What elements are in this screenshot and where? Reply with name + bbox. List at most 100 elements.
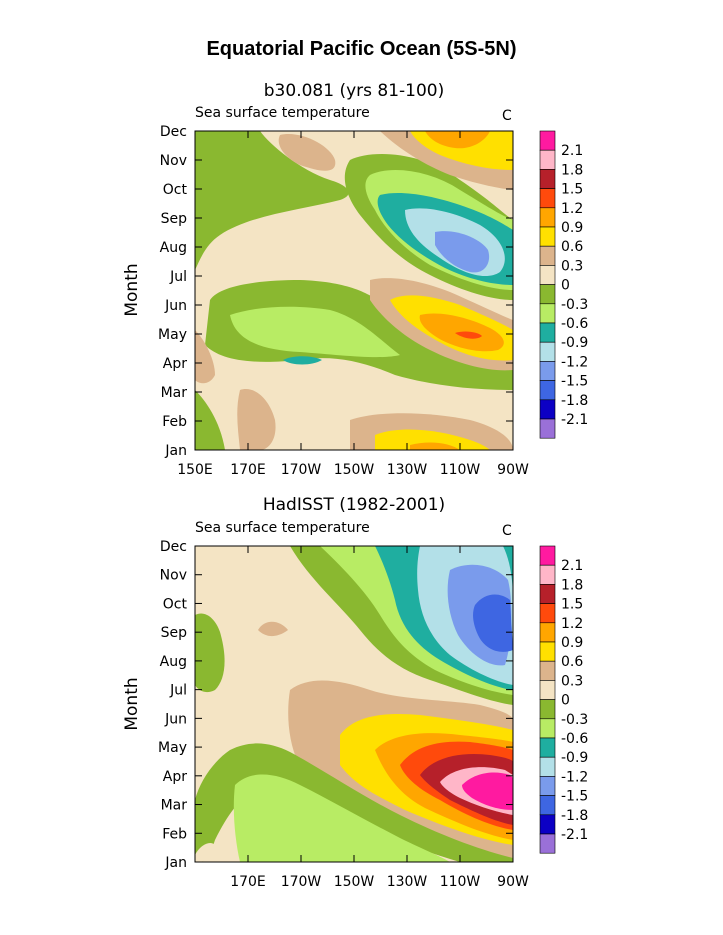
colorbar-swatch bbox=[539, 622, 556, 643]
colorbar-label: -1.8 bbox=[561, 393, 588, 409]
contour-brown bbox=[237, 389, 276, 450]
contour-green bbox=[195, 390, 225, 450]
ytick-label: Apr bbox=[163, 356, 187, 372]
ytick-label: Mar bbox=[161, 798, 188, 814]
colorbar-label: 1.2 bbox=[561, 201, 583, 217]
colorbar-swatch bbox=[539, 603, 556, 624]
colorbar-label: 2.1 bbox=[561, 143, 583, 159]
ytick-label: Nov bbox=[160, 568, 187, 584]
colorbar-label: -0.3 bbox=[561, 297, 588, 313]
colorbar-swatch bbox=[539, 418, 556, 439]
xtick-label: 170E bbox=[230, 874, 266, 890]
colorbar-label: -1.2 bbox=[561, 354, 588, 370]
colorbar-swatch bbox=[539, 660, 556, 681]
ytick-label: Dec bbox=[160, 124, 187, 140]
colorbar-label: 0.3 bbox=[561, 673, 583, 689]
contour-teal bbox=[283, 356, 322, 365]
colorbar-swatch bbox=[539, 207, 556, 228]
colorbar-label: 1.5 bbox=[561, 182, 583, 198]
ytick-label: Nov bbox=[160, 153, 187, 169]
figure-title: Equatorial Pacific Ocean (5S-5N) bbox=[206, 38, 517, 60]
panel-2-units: C bbox=[502, 523, 512, 539]
colorbar-label: -0.6 bbox=[561, 731, 588, 747]
ytick-label: May bbox=[158, 740, 187, 756]
colorbar-swatch bbox=[539, 737, 556, 758]
contour-midblue bbox=[435, 231, 490, 273]
contour-orange bbox=[425, 131, 490, 149]
panel-1-colorbar: 2.1 1.8 1.5 1.2 0.9 0.6 0.3 0 -0.3 -0.6 -0.9 -1.2 -1… bbox=[539, 130, 588, 439]
colorbar-swatch bbox=[539, 169, 556, 189]
contour-brown bbox=[278, 134, 336, 171]
ytick-label: Oct bbox=[163, 596, 188, 612]
colorbar-label: -1.5 bbox=[561, 789, 588, 805]
xtick-label: 90W bbox=[497, 874, 529, 890]
colorbar-label: 0 bbox=[561, 278, 570, 294]
colorbar-swatch bbox=[539, 814, 556, 835]
colorbar-swatch bbox=[539, 265, 556, 285]
colorbar-swatch bbox=[539, 226, 556, 247]
panel-1-xticks: 150E 170E 170W 150W 130W 110W 90W bbox=[177, 131, 529, 478]
colorbar-swatch bbox=[539, 130, 556, 151]
colorbar-swatch bbox=[539, 545, 556, 566]
xtick-label: 150W bbox=[334, 874, 375, 890]
colorbar-label: -0.9 bbox=[561, 335, 588, 351]
xtick-label: 150W bbox=[334, 462, 375, 478]
ytick-label: Sep bbox=[161, 211, 188, 227]
contour-yellow bbox=[375, 429, 490, 450]
contour-redorange bbox=[455, 331, 482, 339]
ytick-label: Dec bbox=[160, 539, 187, 555]
contour-brown bbox=[258, 621, 288, 637]
panel-2-title: HadISST (1982-2001) bbox=[263, 495, 445, 515]
colorbar-label: -0.6 bbox=[561, 316, 588, 332]
colorbar-swatch bbox=[539, 380, 556, 401]
contour-green bbox=[258, 184, 276, 190]
panel-1-yticks: Jan Feb Mar Apr May Jun Jul Aug Sep Oct Nov Dec bbox=[158, 124, 513, 459]
colorbar-swatch bbox=[539, 399, 556, 420]
panel-1: b30.081 (yrs 81-100) Sea surface tempera… bbox=[122, 81, 588, 478]
panel-1-contours bbox=[195, 131, 513, 450]
ytick-label: Jan bbox=[164, 443, 187, 459]
panel-1-subtitle: Sea surface temperature bbox=[195, 105, 370, 121]
colorbar-label: 0.9 bbox=[561, 220, 583, 236]
colorbar-label: 1.5 bbox=[561, 597, 583, 613]
colorbar-label: 0.6 bbox=[561, 239, 583, 255]
colorbar-swatch bbox=[539, 149, 556, 170]
colorbar-swatch bbox=[539, 284, 556, 305]
colorbar-label: 0.3 bbox=[561, 258, 583, 274]
contour-green bbox=[195, 131, 349, 270]
xtick-label: 130W bbox=[387, 462, 428, 478]
xtick-label: 110W bbox=[440, 874, 481, 890]
contour-brown bbox=[195, 330, 215, 384]
colorbar-label: -0.3 bbox=[561, 712, 588, 728]
ytick-label: Jun bbox=[164, 298, 187, 314]
colorbar-label: -1.2 bbox=[561, 769, 588, 785]
colorbar-swatch bbox=[539, 341, 556, 362]
panel-2-ylabel: Month bbox=[122, 677, 142, 730]
ytick-label: Sep bbox=[161, 625, 188, 641]
ytick-label: Feb bbox=[162, 826, 187, 842]
colorbar-swatch bbox=[539, 361, 556, 381]
xtick-label: 170W bbox=[281, 462, 322, 478]
panel-1-title: b30.081 (yrs 81-100) bbox=[264, 81, 444, 101]
contour-blue bbox=[473, 594, 513, 652]
panel-2-contours bbox=[195, 546, 513, 862]
panel-1-ylabel: Month bbox=[122, 263, 142, 316]
colorbar-swatch bbox=[539, 564, 556, 585]
xtick-label: 170W bbox=[281, 874, 322, 890]
xtick-label: 110W bbox=[440, 462, 481, 478]
colorbar-swatch bbox=[539, 641, 556, 662]
contour-green bbox=[195, 613, 225, 693]
colorbar-swatch bbox=[539, 795, 556, 816]
xtick-label: 170E bbox=[230, 462, 266, 478]
contour-magenta bbox=[462, 772, 513, 810]
ytick-label: Jul bbox=[169, 683, 187, 699]
colorbar-swatch bbox=[539, 584, 556, 604]
xtick-label: 90W bbox=[497, 462, 529, 478]
colorbar-label: 1.2 bbox=[561, 616, 583, 632]
colorbar-label: 1.8 bbox=[561, 162, 583, 178]
panel-1-units: C bbox=[502, 108, 512, 124]
ytick-label: Jul bbox=[169, 269, 187, 285]
colorbar-swatch bbox=[539, 718, 556, 739]
ytick-label: Apr bbox=[163, 769, 187, 785]
